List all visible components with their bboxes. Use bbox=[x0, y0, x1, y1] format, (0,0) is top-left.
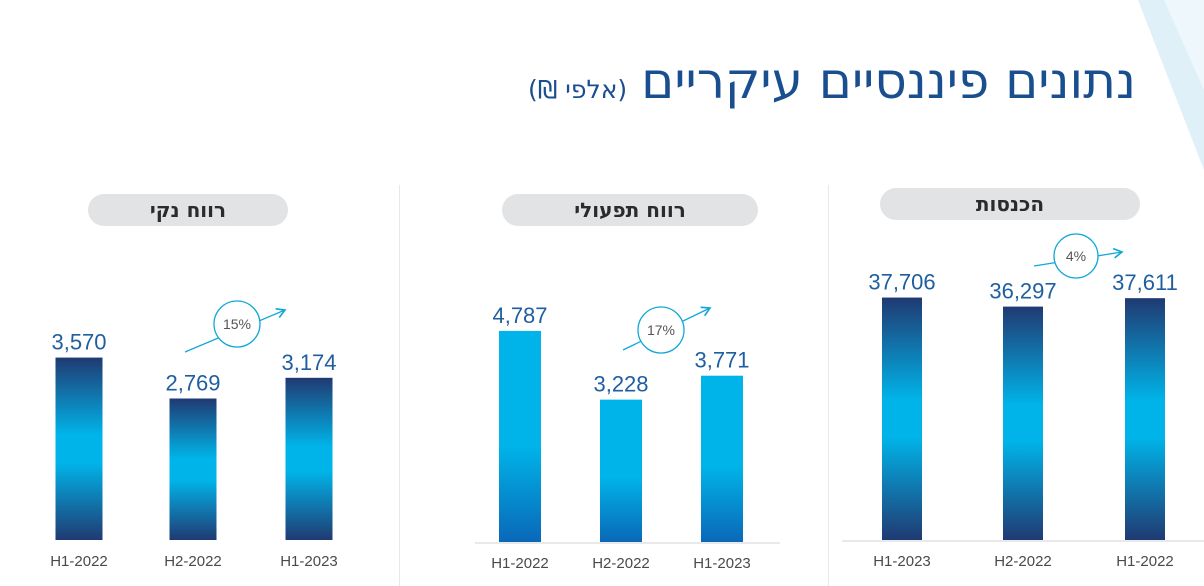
category-tick-label: H2-2022 bbox=[592, 555, 650, 572]
growth-circle bbox=[213, 300, 261, 348]
category-tick-label: H1-2022 bbox=[1116, 553, 1174, 570]
bar-value-label: 2,769 bbox=[165, 371, 220, 396]
bar bbox=[499, 330, 541, 542]
bar bbox=[169, 398, 217, 540]
bar-value-label: 3,174 bbox=[281, 350, 336, 375]
bar bbox=[600, 399, 642, 542]
category-tick-label: H1-2023 bbox=[873, 553, 931, 570]
chart-title-pill: רווח נקי bbox=[88, 194, 288, 226]
growth-percent-label: 15% bbox=[223, 316, 251, 332]
bar-value-label: 3,570 bbox=[51, 330, 106, 355]
bar bbox=[882, 297, 922, 540]
category-tick-label: H2-2022 bbox=[994, 553, 1052, 570]
growth-percent-label: 4% bbox=[1066, 248, 1086, 264]
bar bbox=[1125, 298, 1165, 540]
growth-percent-label: 17% bbox=[647, 322, 675, 338]
category-tick-label: H1-2023 bbox=[693, 555, 751, 572]
category-tick-label: H1-2022 bbox=[50, 553, 108, 570]
revenue-chart-panel: הכנסות 37,706 H1-2023 36,297 H2-2022 37,611 H… bbox=[842, 0, 1204, 586]
bar-value-label: 37,611 bbox=[1112, 270, 1178, 295]
bar-value-label: 4,787 bbox=[492, 303, 547, 328]
net-profit-chart-panel: רווח נקי 3,570 H1-2022 2,769 H2-2022 3,174 H1… bbox=[20, 0, 380, 586]
operating-profit-chart: 4,787 H1-2022 3,228 H2-2022 3,771 H1-2023 17% bbox=[475, 303, 780, 572]
bar bbox=[1003, 306, 1043, 540]
bar-value-label: 3,771 bbox=[694, 348, 749, 373]
category-tick-label: H1-2023 bbox=[280, 553, 338, 570]
corner-arrow-decoration bbox=[1138, 0, 1204, 170]
net-profit-chart: 3,570 H1-2022 2,769 H2-2022 3,174 H1-2023 15% bbox=[50, 300, 338, 570]
category-tick-label: H2-2022 bbox=[164, 553, 222, 570]
operating-profit-chart-panel: רווח תפעולי 4,787 H1-2022 3,228 H2-2022 3,77… bbox=[470, 0, 790, 586]
page-title: נתונים פיננסיים עיקריים (אלפי ₪) bbox=[528, 52, 1136, 110]
growth-circle bbox=[637, 306, 685, 354]
revenue-chart: 37,706 H1-2023 36,297 H2-2022 37,611 H1-2022 4… bbox=[842, 233, 1204, 570]
page-title-unit: (אלפי ₪) bbox=[527, 75, 628, 104]
panel-divider bbox=[399, 185, 400, 586]
bar bbox=[701, 375, 743, 542]
page-title-main: נתונים פיננסיים עיקריים bbox=[641, 52, 1136, 110]
category-tick-label: H1-2022 bbox=[491, 555, 549, 572]
bar-value-label: 37,706 bbox=[868, 270, 935, 295]
panel-divider bbox=[828, 185, 829, 586]
growth-circle bbox=[1053, 233, 1099, 279]
bar-value-label: 36,297 bbox=[989, 279, 1056, 304]
bar bbox=[55, 357, 103, 540]
bar-value-label: 3,228 bbox=[593, 372, 648, 397]
chart-title-pill: הכנסות bbox=[880, 188, 1140, 220]
chart-title-pill: רווח תפעולי bbox=[502, 194, 758, 226]
bar bbox=[285, 377, 333, 540]
